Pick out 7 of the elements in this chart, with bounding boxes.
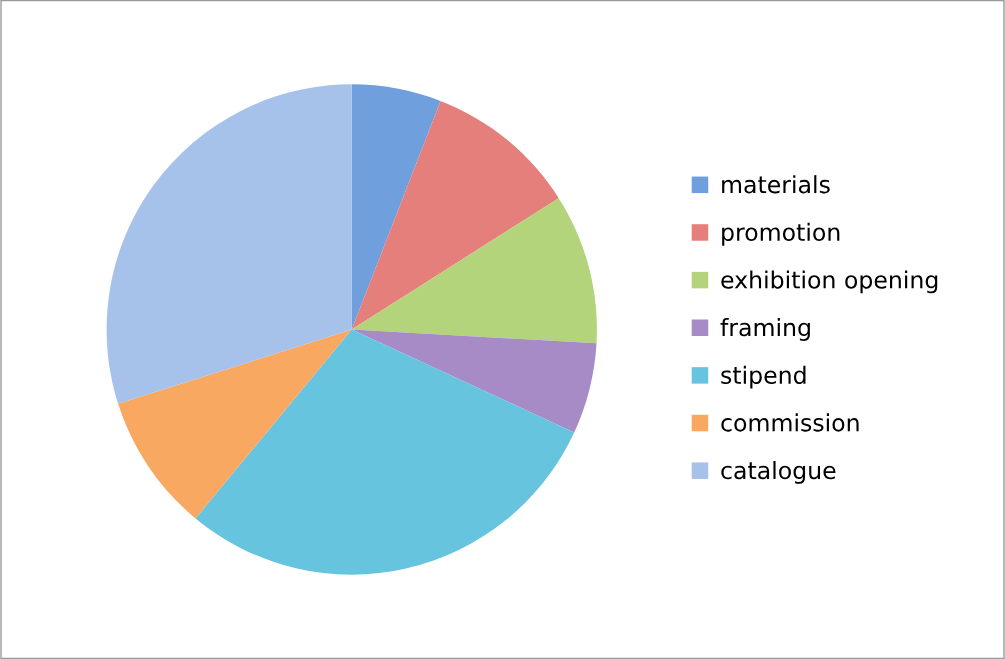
legend-label: commission [721,413,859,432]
legend-label: materials [722,175,830,194]
legend-label: promotion [722,222,840,246]
legend-label: exhibition opening [721,270,938,294]
legend-label: catalogue [721,461,836,484]
legend-label: framing [720,318,810,341]
legend-label: stipend [721,365,806,389]
